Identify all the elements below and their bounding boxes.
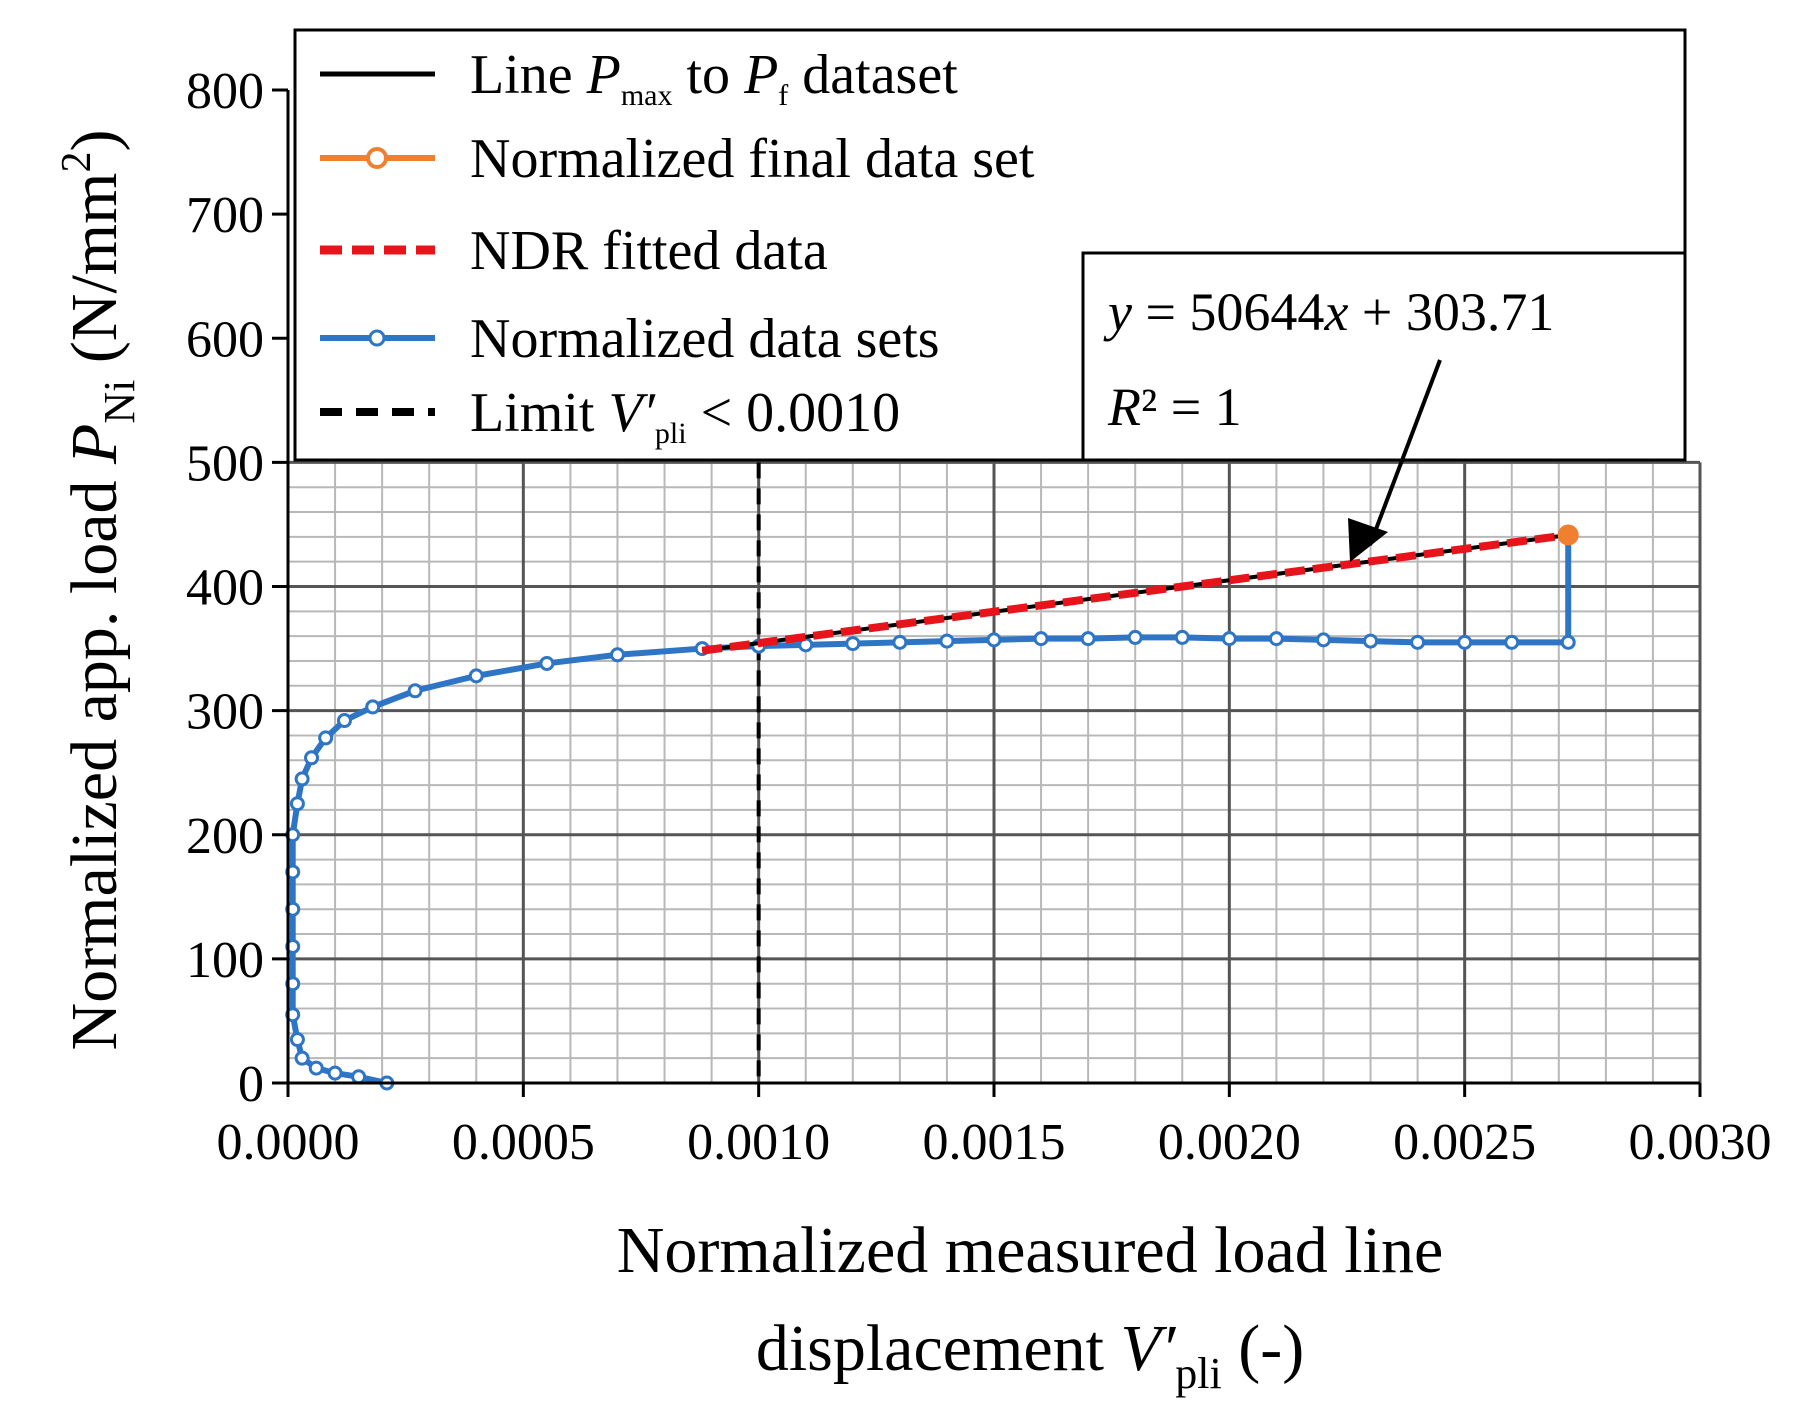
series-datasets-point — [1410, 634, 1426, 650]
y-axis-title: Normalized app. load PNi (N/mm2) — [54, 130, 144, 1051]
series-datasets-point — [308, 1060, 324, 1076]
series-datasets-point — [1174, 629, 1190, 645]
ticks: 0 100 200 300 400 500 600 700 800 0.0000 0.0005 0.0… — [186, 63, 1772, 1171]
y-tick-label: 300 — [186, 684, 264, 741]
r-squared-text: R² = 1 — [1107, 377, 1242, 437]
series-datasets-point — [986, 632, 1002, 648]
series-datasets-point — [351, 1069, 367, 1085]
legend-label-limit: Limit V′pli < 0.0010 — [470, 382, 900, 450]
y-tick-label: 400 — [186, 560, 264, 617]
x-axis-title-line2: displacement V′pli (-) — [756, 1312, 1304, 1398]
series-datasets-point — [304, 750, 320, 766]
legend-marker-datasets — [368, 329, 386, 347]
series-datasets-point — [318, 730, 334, 746]
series-datasets-point — [1504, 634, 1520, 650]
x-tick-label: 0.0020 — [1158, 1114, 1301, 1171]
series-datasets-point — [365, 699, 381, 715]
series-layer — [285, 462, 1579, 1091]
series-datasets-point — [327, 1065, 343, 1081]
y-tick-label: 800 — [186, 63, 264, 120]
legend-label-line-pmax-pf: Line Pmax to Pf dataset — [470, 44, 958, 112]
series-datasets-point — [609, 647, 625, 663]
series-datasets-point — [1457, 634, 1473, 650]
x-tick-label: 0.0000 — [217, 1114, 360, 1171]
series-final-point — [1557, 524, 1579, 546]
x-tick-label: 0.0015 — [923, 1114, 1066, 1171]
series-datasets-point — [294, 771, 310, 787]
annotation-arrow — [1368, 359, 1442, 546]
legend-marker-final — [366, 147, 388, 169]
x-tick-label: 0.0005 — [452, 1114, 595, 1171]
series-datasets-point — [1315, 632, 1331, 648]
legend-label-final: Normalized final data set — [470, 128, 1035, 190]
series-datasets-point — [892, 634, 908, 650]
series-datasets-point — [1080, 631, 1096, 647]
legend-label-ndr: NDR fitted data — [470, 220, 828, 282]
series-datasets-point — [289, 1032, 305, 1048]
series-datasets-point — [1221, 631, 1237, 647]
series-datasets-point — [1560, 634, 1576, 650]
series-datasets-point — [407, 683, 423, 699]
y-tick-label: 700 — [186, 187, 264, 244]
x-axis-title-line1: Normalized measured load line — [617, 1214, 1444, 1287]
series-datasets-point — [539, 655, 555, 671]
equation-box — [1081, 251, 1687, 462]
x-tick-label: 0.0025 — [1393, 1114, 1536, 1171]
y-tick-label: 0 — [238, 1056, 264, 1113]
series-ndr-line — [701, 531, 1569, 655]
equation-text: y = 50644x + 303.71 — [1103, 282, 1554, 342]
y-tick-label: 500 — [186, 435, 264, 492]
series-datasets-point — [289, 796, 305, 812]
series-datasets-point — [294, 1050, 310, 1066]
series-datasets-point — [1268, 631, 1284, 647]
legend-label-datasets: Normalized data sets — [470, 308, 940, 370]
legend: Line Pmax to Pf dataset Normalized final… — [320, 44, 1035, 450]
major-grid — [288, 460, 1702, 1083]
y-tick-label: 200 — [186, 808, 264, 865]
x-tick-label: 0.0010 — [687, 1114, 830, 1171]
series-datasets-point — [336, 713, 352, 729]
series-datasets-point — [939, 633, 955, 649]
y-tick-label: 100 — [186, 932, 264, 989]
series-datasets-point — [1363, 633, 1379, 649]
x-tick-label: 0.0030 — [1629, 1114, 1772, 1171]
series-datasets-point — [845, 636, 861, 652]
series-datasets-point — [1127, 629, 1143, 645]
series-datasets-point — [1033, 631, 1049, 647]
series-datasets-point — [468, 668, 484, 684]
y-tick-label: 600 — [186, 311, 264, 368]
annotation-arrow-head — [1348, 518, 1388, 562]
